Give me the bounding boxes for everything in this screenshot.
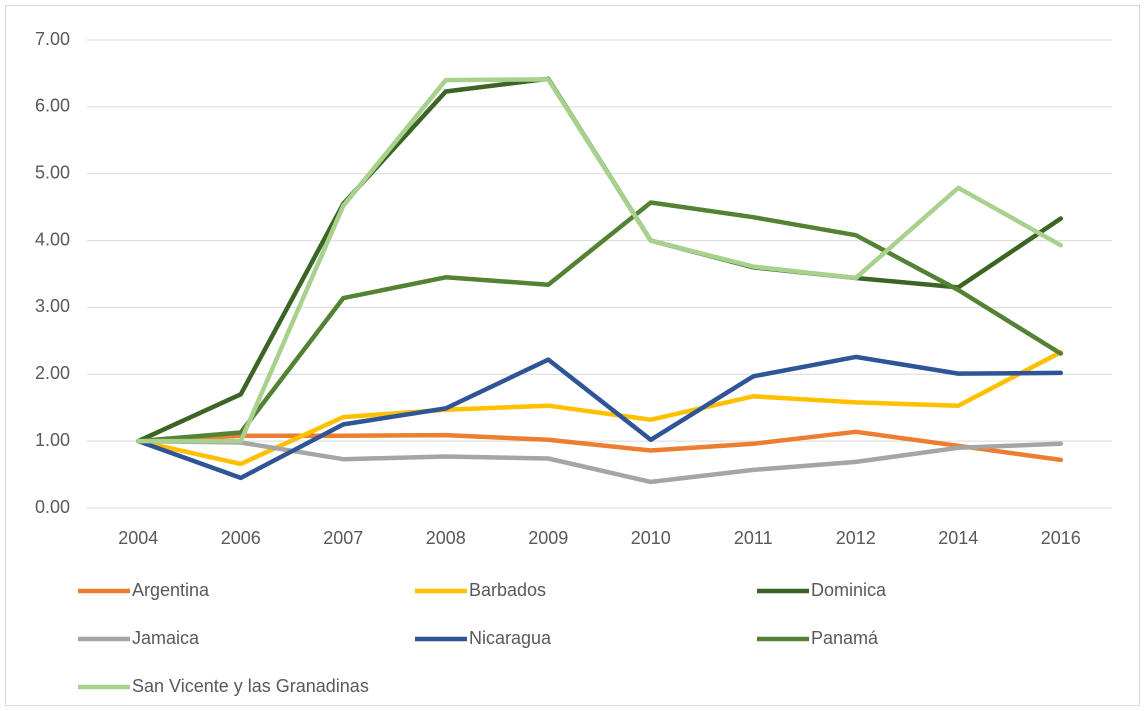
x-tick-label: 2016	[1041, 528, 1081, 548]
x-tick-label: 2010	[631, 528, 671, 548]
x-tick-label: 2012	[836, 528, 876, 548]
y-tick-label: 4.00	[35, 229, 70, 249]
series-line	[136, 200, 1064, 444]
legend-label: Barbados	[469, 580, 546, 600]
x-tick-label: 2004	[118, 528, 158, 548]
x-tick-label: 2006	[221, 528, 261, 548]
y-tick-label: 6.00	[35, 96, 70, 116]
x-tick-label: 2011	[734, 528, 773, 548]
y-tick-label: 0.00	[35, 497, 70, 517]
y-tick-label: 3.00	[35, 296, 70, 316]
series-line	[136, 354, 1064, 481]
x-tick-label: 2007	[323, 528, 363, 548]
legend-label: Nicaragua	[469, 628, 552, 648]
legend-label: Jamaica	[132, 628, 200, 648]
chart-border	[5, 5, 1140, 706]
legend-label: Panamá	[811, 628, 879, 648]
legend-label: Dominica	[811, 580, 887, 600]
legend-label: Argentina	[132, 580, 210, 600]
series-line	[136, 349, 1064, 467]
x-tick-label: 2009	[528, 528, 568, 548]
series-line	[136, 429, 1064, 463]
y-tick-label: 2.00	[35, 363, 70, 383]
x-tick-label: 2008	[426, 528, 466, 548]
x-tick-label: 2014	[938, 528, 978, 548]
y-tick-label: 1.00	[35, 430, 70, 450]
legend-label: San Vicente y las Granadinas	[132, 676, 369, 696]
series-line	[136, 77, 1064, 444]
y-tick-label: 5.00	[35, 162, 70, 182]
y-tick-label: 7.00	[35, 29, 70, 49]
